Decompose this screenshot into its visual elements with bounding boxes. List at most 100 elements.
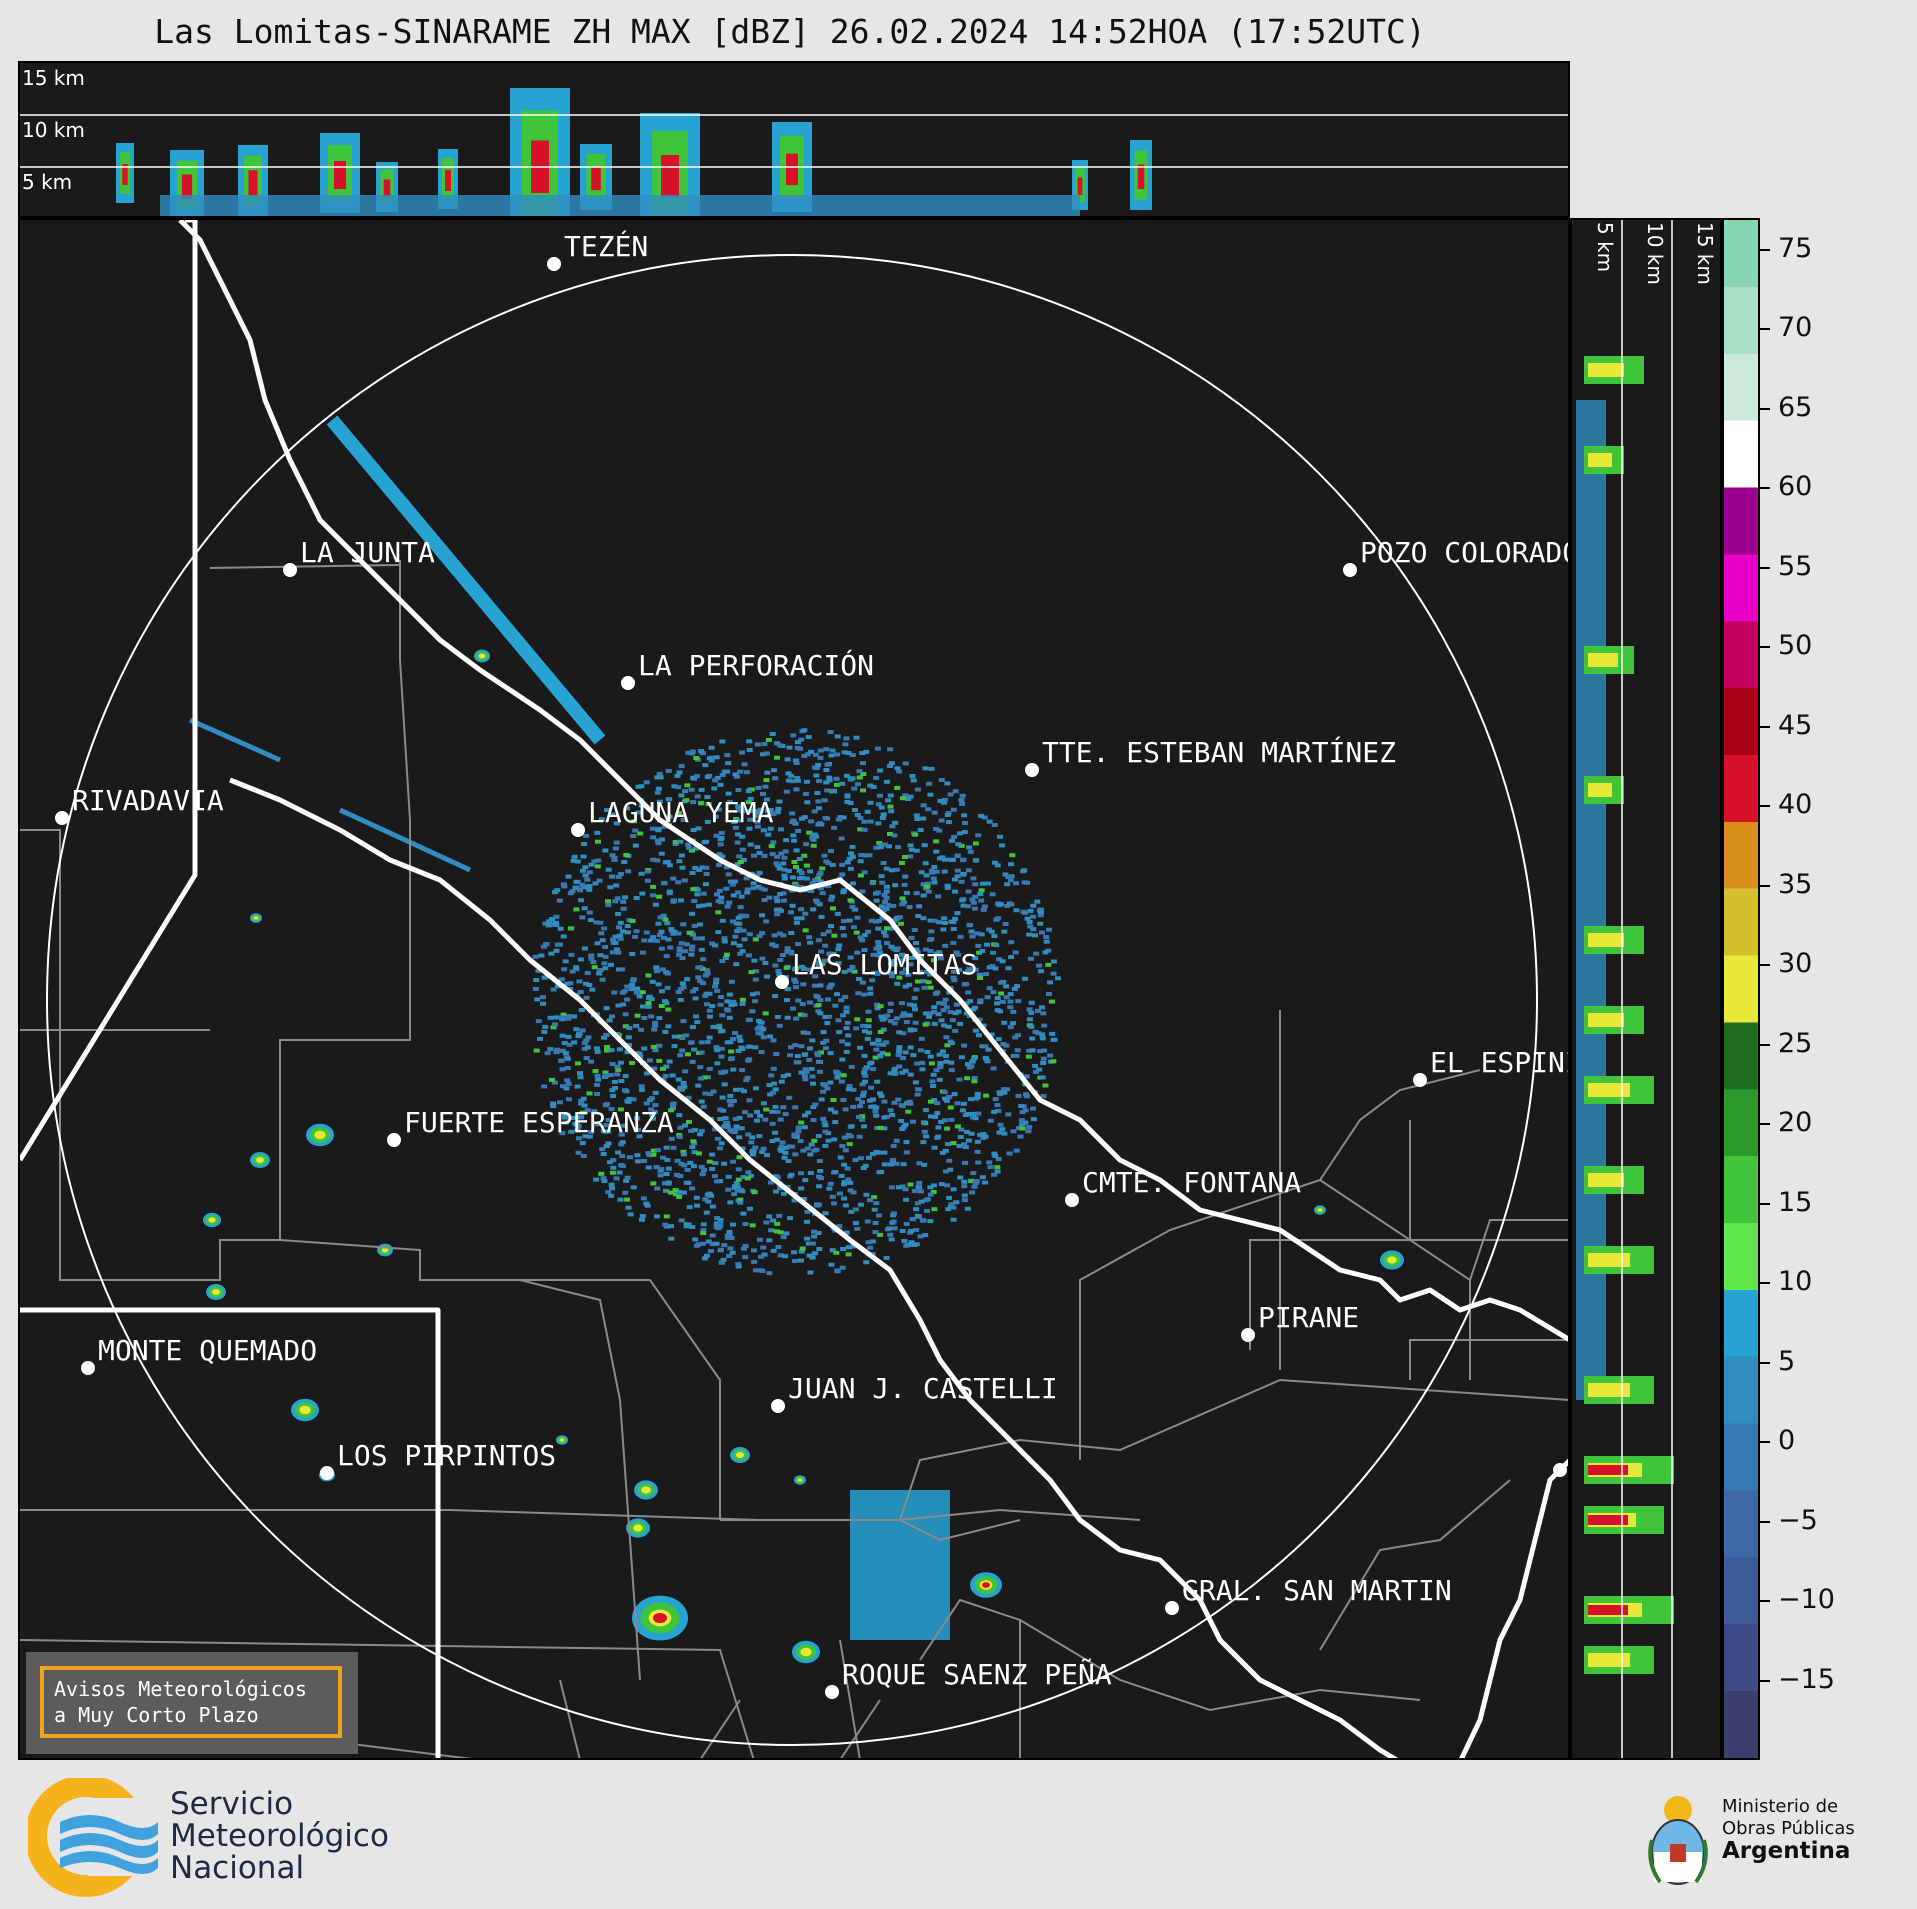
echo-pixel (864, 1036, 871, 1041)
city-marker[interactable] (775, 975, 789, 989)
city-label: RIVADAVIA (72, 784, 224, 817)
echo-pixel (550, 923, 557, 927)
echo-pixel (889, 1113, 896, 1117)
city-marker[interactable] (320, 1466, 334, 1480)
echo-pixel (1038, 910, 1044, 915)
echo-pixel (841, 969, 848, 974)
echo-pixel (910, 1217, 916, 1222)
echo-pixel (717, 1107, 724, 1112)
echo-pixel (1046, 992, 1052, 996)
echo-pixel (736, 1034, 743, 1039)
echo-pixel (988, 929, 995, 934)
echo-pixel (896, 975, 903, 980)
echo-pixel (803, 863, 810, 868)
city-marker[interactable] (1065, 1193, 1079, 1207)
echo-pixel (603, 1006, 610, 1011)
city-marker[interactable] (825, 1685, 839, 1699)
echo-pixel (882, 933, 889, 938)
echo-pixel (681, 878, 688, 883)
echo-pixel (1039, 1005, 1046, 1010)
echo-pixel (992, 1097, 999, 1102)
echo-pixel (754, 1118, 760, 1123)
echo-pixel (613, 1176, 620, 1181)
echo-pixel (829, 748, 836, 753)
echo-pixel (961, 1193, 968, 1198)
echo-pixel (692, 1237, 699, 1242)
echo-pixel (931, 880, 938, 885)
echo-pixel (853, 930, 860, 935)
echo-pixel (848, 1064, 855, 1069)
city-marker[interactable] (387, 1133, 401, 1147)
echo-pixel (845, 1033, 852, 1038)
echo-pixel (902, 874, 909, 879)
echo-pixel (717, 1146, 723, 1151)
echo-pixel (651, 1110, 658, 1115)
echo-pixel (916, 1161, 923, 1166)
echo-pixel (769, 1121, 776, 1126)
city-marker[interactable] (1413, 1073, 1427, 1087)
echo-pixel (929, 1079, 936, 1084)
echo-pixel (913, 891, 920, 896)
echo-pixel (533, 978, 540, 983)
city-marker[interactable] (547, 257, 561, 271)
echo-pixel (605, 899, 611, 904)
echo-pixel (808, 1066, 815, 1071)
echo-pixel (840, 1013, 847, 1018)
echo-pixel (801, 1074, 808, 1079)
echo-pixel (701, 1075, 708, 1080)
echo-pixel (732, 1184, 738, 1189)
echo-pixel (928, 929, 935, 934)
echo-pixel (857, 1156, 864, 1161)
city-marker[interactable] (571, 823, 585, 837)
city-marker[interactable] (55, 811, 69, 825)
radar-map-panel[interactable]: TEZÉN LA JUNTA POZO COLORADO LA PERFORACIÓN… (18, 218, 1570, 1760)
city-marker[interactable] (1241, 1328, 1255, 1342)
echo-pixel (927, 972, 934, 977)
city-marker[interactable] (621, 676, 635, 690)
echo-pixel (843, 736, 850, 741)
echo-pixel (874, 1079, 881, 1084)
echo-pixel (887, 1001, 894, 1006)
echo-pixel (638, 1084, 645, 1089)
echo-pixel (954, 1101, 961, 1106)
echo-pixel (865, 1024, 872, 1029)
echo-pixel (719, 773, 726, 778)
echo-pixel (671, 784, 678, 789)
echo-pixel (634, 986, 641, 991)
echo-pixel (983, 1093, 990, 1098)
echo-pixel (634, 1153, 641, 1158)
echo-pixel (758, 1025, 765, 1030)
echo-pixel (749, 992, 756, 997)
echo-pixel (632, 843, 639, 848)
echo-pixel (662, 917, 669, 922)
city-marker[interactable] (1343, 563, 1357, 577)
echo-pixel (596, 968, 603, 973)
echo-pixel (714, 1061, 721, 1066)
city-marker[interactable] (1553, 1463, 1567, 1477)
city-marker[interactable] (1025, 763, 1039, 777)
echo-pixel (961, 830, 968, 835)
echo-pixel (872, 1230, 879, 1235)
echo-pixel (660, 935, 667, 940)
echo-pixel (817, 879, 824, 884)
echo-pixel (758, 1050, 765, 1055)
avisos-notice-frame[interactable]: Avisos Meteorológicos a Muy Corto Plazo (40, 1666, 342, 1738)
echo-pixel (554, 1047, 560, 1052)
echo-pixel (756, 1134, 763, 1139)
city-marker[interactable] (81, 1361, 95, 1375)
echo-pixel (561, 1115, 568, 1120)
echo-pixel (879, 880, 886, 885)
city-marker[interactable] (283, 563, 297, 577)
city-marker[interactable] (771, 1399, 785, 1413)
echo-pixel (855, 991, 862, 996)
echo-pixel (801, 1125, 808, 1130)
city-marker[interactable] (1165, 1601, 1179, 1615)
echo-pixel (757, 1031, 764, 1036)
echo-pixel (852, 907, 859, 912)
echo-pixel (658, 929, 665, 934)
avisos-notice-box[interactable]: Avisos Meteorológicos a Muy Corto Plazo (26, 1652, 358, 1754)
echo-pixel (778, 1149, 785, 1153)
echo-pixel (662, 1222, 669, 1227)
echo-pixel (956, 967, 963, 972)
echo-pixel (931, 1021, 938, 1026)
